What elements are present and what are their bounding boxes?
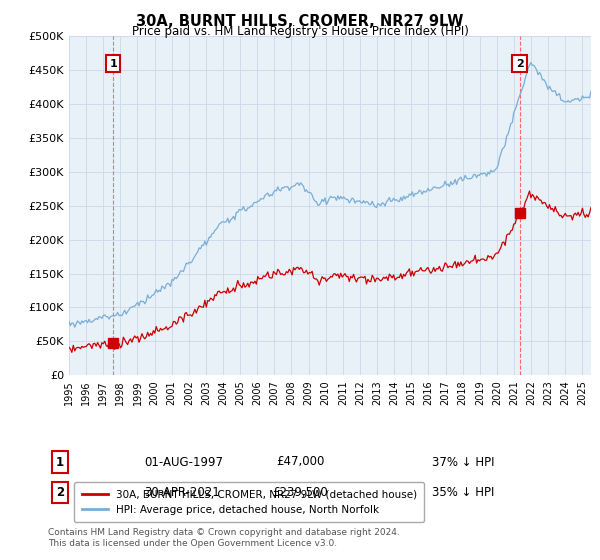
Text: £239,500: £239,500 (272, 486, 328, 500)
Text: £47,000: £47,000 (276, 455, 324, 469)
Text: 37% ↓ HPI: 37% ↓ HPI (432, 455, 494, 469)
Legend: 30A, BURNT HILLS, CROMER, NR27 9LW (detached house), HPI: Average price, detache: 30A, BURNT HILLS, CROMER, NR27 9LW (deta… (74, 482, 424, 522)
Text: 2: 2 (516, 58, 524, 68)
Text: Contains HM Land Registry data © Crown copyright and database right 2024.
This d: Contains HM Land Registry data © Crown c… (48, 528, 400, 548)
Text: 01-AUG-1997: 01-AUG-1997 (144, 455, 223, 469)
Text: 35% ↓ HPI: 35% ↓ HPI (432, 486, 494, 500)
Text: Price paid vs. HM Land Registry's House Price Index (HPI): Price paid vs. HM Land Registry's House … (131, 25, 469, 38)
Text: 30-APR-2021: 30-APR-2021 (144, 486, 220, 500)
Text: 2: 2 (56, 486, 64, 500)
Text: 1: 1 (56, 455, 64, 469)
Text: 30A, BURNT HILLS, CROMER, NR27 9LW: 30A, BURNT HILLS, CROMER, NR27 9LW (136, 14, 464, 29)
Text: 1: 1 (109, 58, 117, 68)
